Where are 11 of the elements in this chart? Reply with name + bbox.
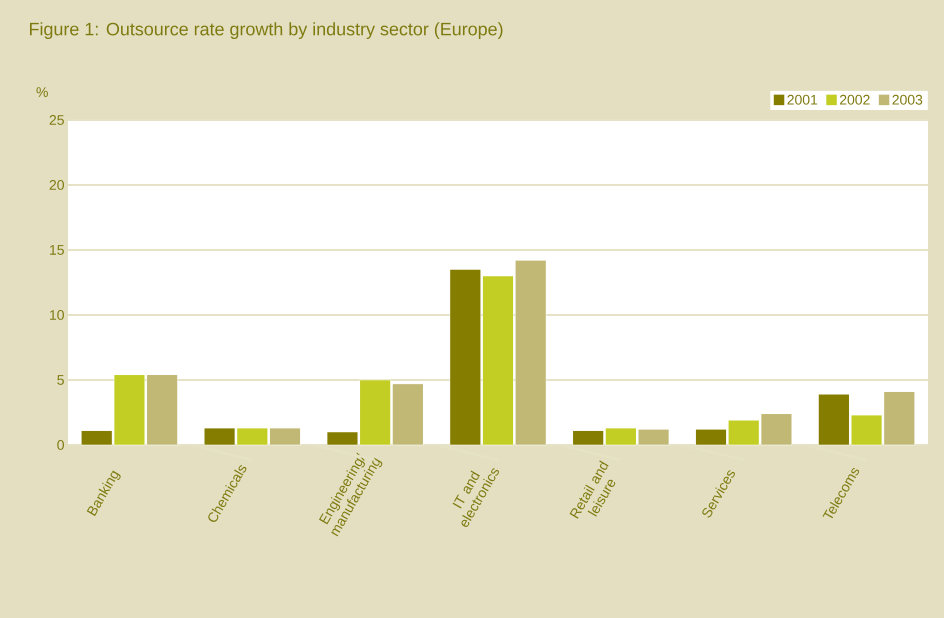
y-tick-label: 25 [50,115,64,125]
y-tick-label: 20 [50,180,64,190]
y-tick-label: 15 [50,245,64,255]
legend-label: 2002 [840,94,870,105]
y-axis-title: % [36,87,48,97]
chart-title: Figure 1: Outsource rate growth by industry sector (Europe) [30,22,502,39]
legend-label: 2001 [787,94,818,105]
y-tick-label: 10 [50,310,64,320]
y-tick-label: 5 [57,375,64,385]
legend-label: 2003 [892,94,922,105]
y-tick-label: 0 [57,440,64,450]
